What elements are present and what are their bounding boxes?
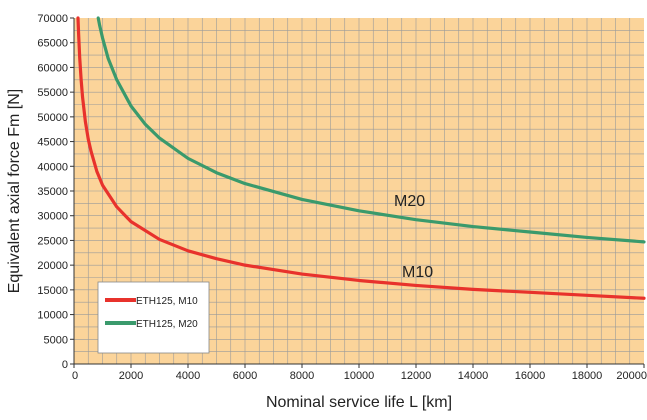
- series-label-m10: M10: [402, 264, 433, 281]
- y-tick-label: 0: [62, 359, 68, 371]
- y-tick-label: 30000: [37, 211, 68, 223]
- tick-labels: 0 2000 4000 6000 8000 10000 12000 14000 16000 180…: [37, 13, 647, 382]
- x-tick-label: 12000: [401, 370, 432, 382]
- legend-box: [97, 281, 210, 354]
- y-tick-label: 70000: [37, 13, 68, 25]
- y-tick-label: 60000: [37, 62, 68, 74]
- y-tick-label: 25000: [37, 235, 68, 247]
- y-tick-label: 45000: [37, 137, 68, 149]
- legend: ETH125, M10 ETH125, M20: [97, 281, 210, 354]
- y-tick-label: 10000: [37, 310, 68, 322]
- series-label-m20: M20: [394, 193, 425, 210]
- y-axis-title: Equivalent axial force Fm [N]: [6, 89, 23, 294]
- x-tick-label: 18000: [572, 370, 603, 382]
- axes: [70, 17, 645, 368]
- x-axis-title: Nominal service life L [km]: [266, 394, 452, 411]
- x-tick-label: 14000: [458, 370, 489, 382]
- x-tick-label: 2000: [119, 370, 143, 382]
- x-tick-label: 0: [72, 370, 78, 382]
- y-tick-label: 15000: [37, 285, 68, 297]
- legend-label-m20: ETH125, M20: [136, 319, 198, 330]
- x-tick-label: 10000: [344, 370, 375, 382]
- y-tick-label: 20000: [37, 260, 68, 272]
- series-line-m20: [96, 16, 646, 244]
- x-tick-label: 8000: [290, 370, 314, 382]
- series-lines: [76, 16, 646, 300]
- x-tick-label: 20000: [616, 370, 647, 382]
- y-tick-label: 35000: [37, 186, 68, 198]
- x-tick-label: 4000: [176, 370, 200, 382]
- series-line-m10: [76, 16, 646, 300]
- legend-label-m10: ETH125, M10: [136, 296, 198, 307]
- y-tick-label: 5000: [44, 334, 68, 346]
- y-tick-label: 50000: [37, 112, 68, 124]
- y-tick-label: 65000: [37, 38, 68, 50]
- y-tick-label: 55000: [37, 87, 68, 99]
- x-tick-label: 16000: [515, 370, 546, 382]
- y-tick-label: 40000: [37, 161, 68, 173]
- x-tick-label: 6000: [233, 370, 257, 382]
